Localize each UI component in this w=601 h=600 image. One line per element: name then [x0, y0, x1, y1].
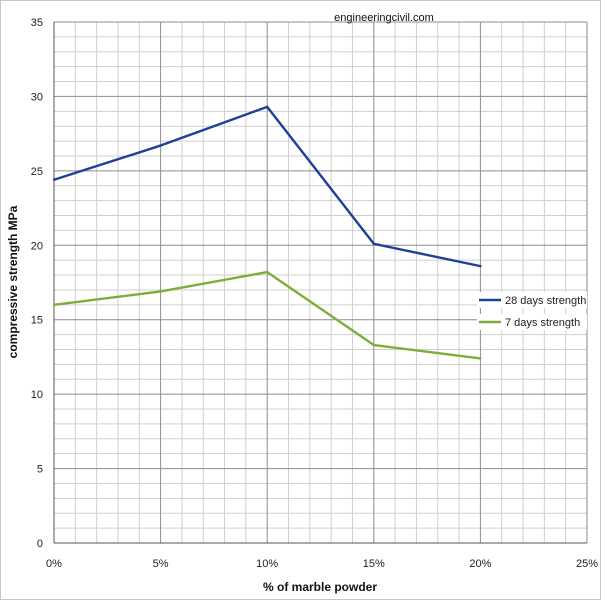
legend: 28 days strength 7 days strength [477, 292, 587, 330]
y-tick-label: 20 [31, 240, 43, 252]
data-point [479, 264, 482, 268]
x-tick-label: 5% [153, 558, 169, 570]
data-point [266, 105, 269, 109]
data-point [52, 178, 56, 181]
watermark: engineeringcivil.com [334, 12, 434, 24]
y-axis-title: compressive strength MPa [6, 205, 20, 358]
y-tick-label: 30 [31, 91, 43, 103]
series-layer [52, 105, 482, 360]
major-grid [53, 21, 588, 544]
x-tick-label: 25% [576, 558, 598, 570]
y-tick-label: 0 [37, 538, 43, 550]
data-point [372, 242, 375, 245]
data-point [159, 144, 162, 147]
data-point [266, 270, 269, 274]
x-tick-label: 10% [256, 558, 278, 570]
y-tick-label: 10 [31, 389, 43, 401]
y-tick-label: 5 [37, 464, 43, 476]
legend-item-bg [477, 292, 587, 308]
x-tick-label: 0% [46, 558, 62, 570]
y-tick-label: 15 [31, 315, 43, 327]
legend-label: 7 days strength [505, 317, 580, 329]
minor-grid [54, 22, 587, 543]
legend-item-bg [477, 314, 587, 330]
data-point [372, 343, 375, 347]
axes [53, 22, 587, 544]
legend-label: 28 days strength [505, 295, 586, 307]
y-tick-label: 25 [31, 166, 43, 178]
y-tick-label: 35 [31, 17, 43, 29]
data-point [52, 303, 56, 307]
x-tick-label: 20% [469, 558, 491, 570]
tick-labels: 0 5 10 15 20 25 30 35 0% 5% 10% 15% 20% 25% [31, 17, 598, 570]
x-tick-label: 15% [363, 558, 385, 570]
x-axis-title: % of marble powder [263, 580, 377, 594]
data-point [159, 290, 162, 293]
data-point [479, 357, 482, 360]
